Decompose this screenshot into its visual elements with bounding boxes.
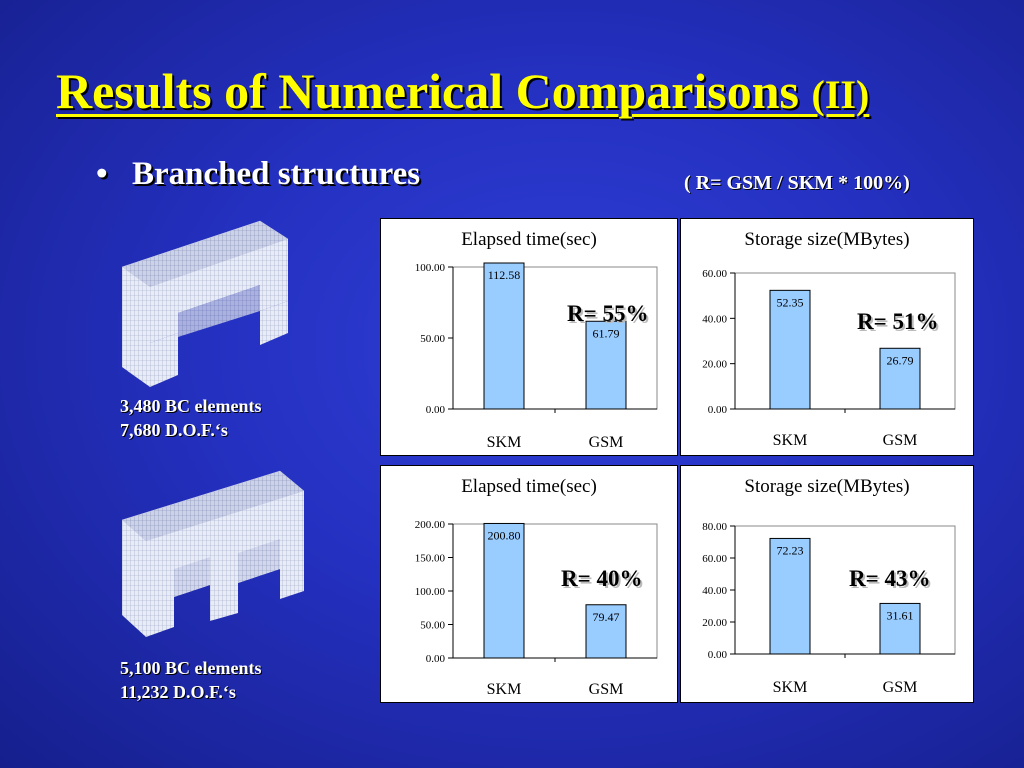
ratio-label-shadow: R= 55%: [569, 303, 650, 328]
bar-skm: [483, 522, 525, 659]
case-1-caption: 3,480 BC elements 7,680 D.O.F.‘s: [120, 394, 261, 442]
ratio-label: R= 43%: [849, 566, 930, 591]
chart-3-svg: Elapsed time(sec) 0.00 50.00 100.00 150.00 20…: [415, 476, 658, 698]
bar-skm: [769, 289, 811, 410]
chart-panel-elapsed-time-case-1: Elapsed time(sec) 0.00 50.00 100.00 112.58 SK…: [380, 218, 678, 456]
chart-4-svg: Storage size(MBytes) 0.00 20.00 40.00 60.00 8…: [702, 476, 956, 696]
y-tick-label: 40.00: [702, 585, 727, 597]
y-tick-label: 50.00: [420, 620, 445, 632]
bar-skm: [769, 537, 811, 655]
ratio-label-shadow: R= 43%: [851, 568, 932, 593]
category-label: SKM: [773, 432, 808, 449]
bar-data-label: 26.79: [887, 353, 914, 367]
slide-title: Results of Numerical Comparisons (II): [56, 62, 869, 120]
bullet-point: • Branched structures: [96, 156, 420, 193]
y-tick-label: 20.00: [702, 617, 727, 629]
mesh-structure-2-image: [121, 470, 305, 637]
ratio-label-shadow: R= 51%: [859, 311, 940, 336]
chart-title: Storage size(MBytes): [744, 229, 909, 250]
category-label: GSM: [589, 434, 624, 451]
chart-panel-elapsed-time-case-2: Elapsed time(sec) 0.00 50.00 100.00 150.00 20…: [380, 465, 678, 703]
mesh-structure-1-image: [121, 220, 289, 387]
ratio-label: R= 55%: [567, 301, 648, 326]
bullet-text: Branched structures: [132, 156, 421, 192]
category-label: SKM: [487, 681, 522, 698]
case-1-dof: 7,680 D.O.F.‘s: [120, 420, 228, 440]
y-tick-label: 60.00: [702, 268, 727, 280]
chart-1-svg: Elapsed time(sec) 0.00 50.00 100.00 112.58 SK…: [415, 229, 658, 451]
chart-title: Elapsed time(sec): [461, 476, 597, 497]
y-tick-label: 0.00: [426, 404, 446, 416]
y-tick-label: 0.00: [708, 649, 728, 661]
plot-frame: [734, 272, 956, 410]
ratio-formula: ( R= GSM / SKM * 100%): [684, 172, 910, 194]
ratio-label: R= 51%: [857, 309, 938, 334]
y-tick-label: 150.00: [415, 553, 446, 565]
slide-title-main: Results of Numerical Comparisons: [56, 63, 800, 119]
y-tick-label: 100.00: [415, 586, 446, 598]
bar-gsm: [879, 602, 921, 655]
y-tick-label: 80.00: [702, 521, 727, 533]
bar-data-label: 61.79: [593, 326, 620, 340]
chart-panel-storage-size-case-1: Storage size(MBytes) 0.00 20.00 40.00 60.00 5…: [680, 218, 974, 456]
y-tick-label: 50.00: [420, 333, 445, 345]
y-tick-label: 200.00: [415, 519, 446, 531]
bar-data-label: 112.58: [488, 268, 521, 282]
bar-data-label: 200.80: [488, 528, 521, 542]
bar-data-label: 72.23: [777, 543, 804, 557]
case-1-elements: 3,480 BC elements: [120, 396, 262, 416]
y-tick-label: 20.00: [702, 359, 727, 371]
y-tick-label: 0.00: [426, 653, 446, 665]
bar-gsm: [879, 347, 921, 410]
category-label: SKM: [773, 679, 808, 696]
chart-2-svg: Storage size(MBytes) 0.00 20.00 40.00 60.00 5…: [702, 229, 956, 449]
category-label: SKM: [487, 434, 522, 451]
case-2-elements: 5,100 BC elements: [120, 658, 262, 678]
y-tick-label: 40.00: [702, 313, 727, 325]
bar-skm: [483, 262, 525, 410]
category-label: GSM: [589, 681, 624, 698]
case-2-caption: 5,100 BC elements 11,232 D.O.F.‘s: [120, 656, 261, 704]
ratio-label: R= 40%: [561, 566, 642, 591]
bar-gsm: [585, 604, 627, 659]
chart-title: Storage size(MBytes): [744, 476, 909, 497]
y-tick-label: 60.00: [702, 553, 727, 565]
bar-data-label: 31.61: [887, 608, 914, 622]
chart-title: Elapsed time(sec): [461, 229, 597, 250]
bullet-symbol: •: [96, 156, 108, 192]
slide-title-suffix: (II): [811, 72, 870, 117]
chart-panel-storage-size-case-2: Storage size(MBytes) 0.00 20.00 40.00 60.00 8…: [680, 465, 974, 703]
y-tick-label: 100.00: [415, 262, 446, 274]
bar-data-label: 52.35: [777, 295, 804, 309]
y-tick-label: 0.00: [708, 404, 728, 416]
bar-gsm: [585, 320, 627, 410]
bar-data-label: 79.47: [593, 610, 620, 624]
case-2-dof: 11,232 D.O.F.‘s: [120, 682, 236, 702]
category-label: GSM: [883, 432, 918, 449]
category-label: GSM: [883, 679, 918, 696]
ratio-label-shadow: R= 40%: [563, 568, 644, 593]
